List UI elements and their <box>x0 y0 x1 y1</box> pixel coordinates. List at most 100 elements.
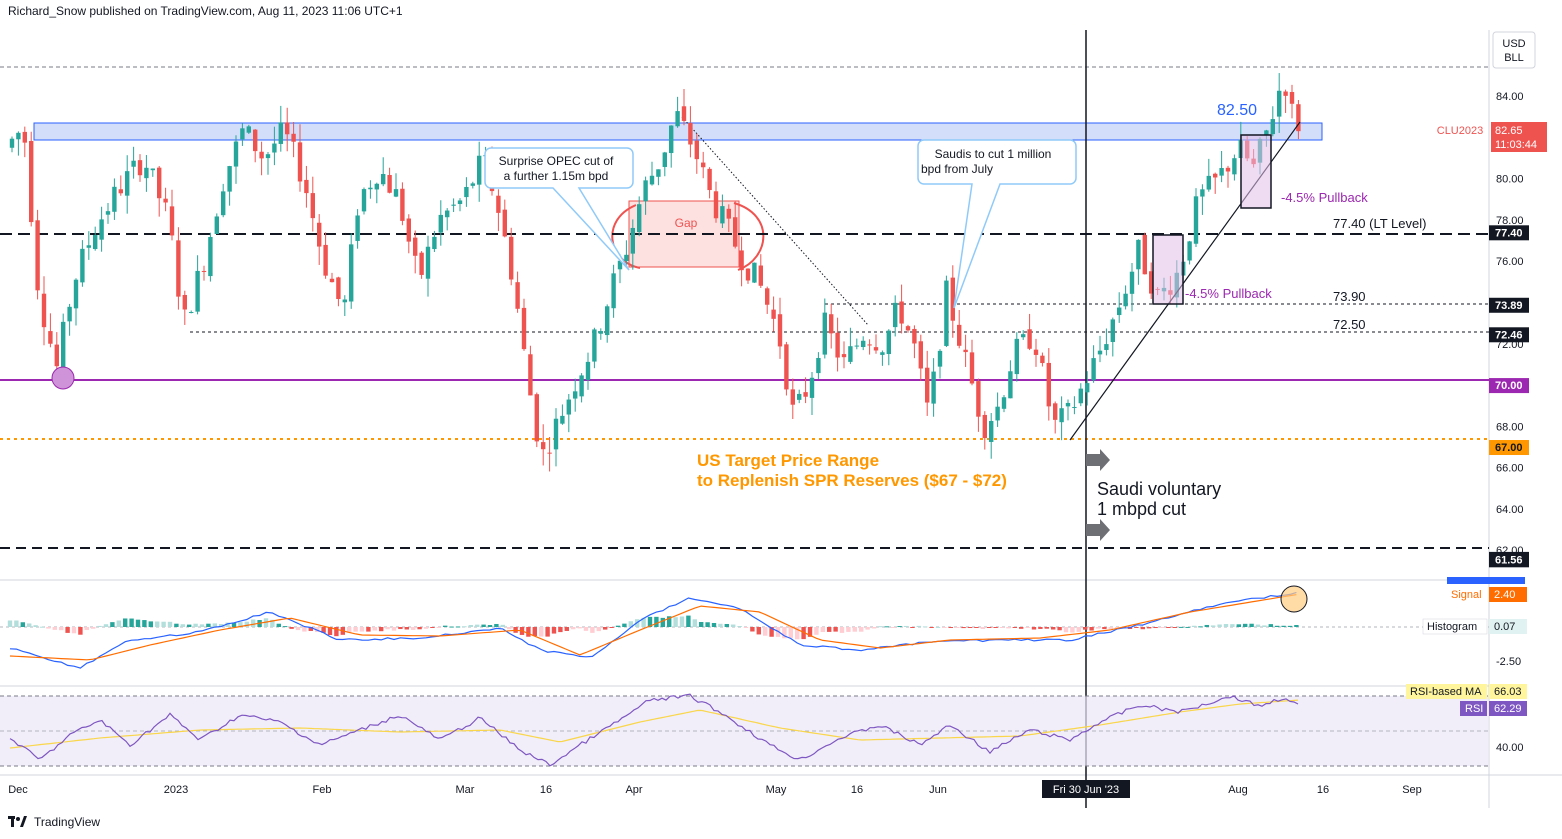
histogram-bar <box>654 616 659 627</box>
macd-histogram <box>7 615 1299 640</box>
candle-body <box>733 217 738 247</box>
candle-body <box>585 361 591 380</box>
candle-body <box>886 330 891 355</box>
publisher-line: Richard_Snow published on TradingView.co… <box>8 4 403 18</box>
histogram-bar <box>820 627 825 633</box>
rsi-ma-label: RSI-based MA <box>1410 686 1482 698</box>
candle-body <box>803 392 808 397</box>
histogram-bar <box>705 622 710 627</box>
candle-body <box>880 352 885 355</box>
histogram-bar <box>321 627 326 633</box>
candle-body <box>1200 189 1205 197</box>
histogram-bar <box>1172 627 1177 628</box>
candle-body <box>995 406 1000 421</box>
candle-body <box>374 183 379 190</box>
rsi-line <box>9 693 1299 767</box>
x-tick-label: Jun <box>929 784 947 796</box>
candle-body <box>534 394 539 442</box>
histogram-bar <box>52 627 57 630</box>
candle-body <box>1097 350 1103 355</box>
candle-body <box>304 179 309 194</box>
candle-body <box>598 331 603 334</box>
price-tag-label: 72.46 <box>1495 329 1523 341</box>
candle-body <box>694 140 699 160</box>
candle-body <box>925 367 930 403</box>
histogram-bar <box>942 627 947 628</box>
histogram-bar <box>481 624 486 627</box>
histogram-bar <box>660 617 665 627</box>
candle-body <box>1225 167 1231 172</box>
histogram-bar <box>1153 627 1158 629</box>
histogram-bar <box>219 623 224 627</box>
candle-body <box>9 138 15 148</box>
histogram-bar <box>353 627 358 632</box>
candle-body <box>323 244 328 276</box>
histogram-bar <box>737 626 742 628</box>
candle-body <box>48 331 53 344</box>
candle-body <box>451 204 456 206</box>
histogram-bar <box>379 627 384 632</box>
histogram-bar <box>443 625 448 627</box>
candle-body <box>464 186 469 198</box>
histogram-bar <box>884 626 889 628</box>
tradingview-logo-icon <box>8 816 28 828</box>
candle-body <box>1117 307 1122 316</box>
histogram-bar <box>903 625 909 627</box>
y-tick-label: 68.00 <box>1496 421 1524 433</box>
candle-body <box>457 200 463 205</box>
candle-body <box>809 377 815 398</box>
histogram-bar <box>251 619 256 627</box>
candle-body <box>841 354 847 358</box>
candle-body <box>553 418 559 450</box>
y-tick-label: 76.00 <box>1496 256 1524 268</box>
saudi-callout-line1: Saudis to cut 1 million <box>935 147 1052 161</box>
histogram-bar <box>583 627 589 631</box>
histogram-bar <box>174 623 179 627</box>
histogram-bar <box>622 623 627 627</box>
histogram-bar <box>494 623 499 627</box>
histogram-bar <box>1140 627 1145 630</box>
histogram-bar <box>782 627 787 639</box>
candle-body <box>445 210 450 218</box>
candle-body <box>758 265 763 286</box>
histogram-value: 0.07 <box>1494 621 1515 633</box>
histogram-bar <box>334 627 339 637</box>
candle-body <box>1129 271 1135 294</box>
x-tick-label: 16 <box>540 784 552 796</box>
histogram-bar <box>545 627 550 637</box>
candle-body <box>541 442 546 450</box>
candle-body <box>470 183 475 186</box>
candle-body <box>675 111 680 127</box>
histogram-bar <box>1051 627 1056 630</box>
histogram-bar <box>929 627 934 628</box>
candle-body <box>854 345 859 347</box>
candle-body <box>297 142 303 182</box>
histogram-bar <box>206 623 211 627</box>
candle-body <box>41 293 47 328</box>
candle-body <box>777 314 783 347</box>
candle-body <box>873 347 879 351</box>
histogram-bar <box>993 627 998 628</box>
candle-body <box>1232 158 1237 175</box>
candle-body <box>1040 355 1045 364</box>
candle-body <box>259 151 264 159</box>
rsi-label: RSI <box>1465 703 1483 715</box>
histogram-bar <box>974 627 979 628</box>
candle-body <box>73 279 79 309</box>
candle-body <box>509 236 514 280</box>
candle-body <box>342 299 347 303</box>
candle-body <box>528 354 533 396</box>
opec-callout-line1: Surprise OPEC cut of <box>499 154 614 168</box>
candle-body <box>502 209 507 237</box>
countdown: 11:03:44 <box>1495 139 1537 151</box>
histogram-bar <box>289 627 294 629</box>
pullback-label-1: -4.5% Pullback <box>1185 286 1272 301</box>
candle-body <box>432 236 437 250</box>
candle-body <box>240 128 245 140</box>
histogram-bar <box>91 627 96 629</box>
candle-body <box>131 160 136 167</box>
histogram-bar <box>1191 625 1197 627</box>
x-tick-label: May <box>766 784 787 796</box>
histogram-bar <box>897 626 902 628</box>
